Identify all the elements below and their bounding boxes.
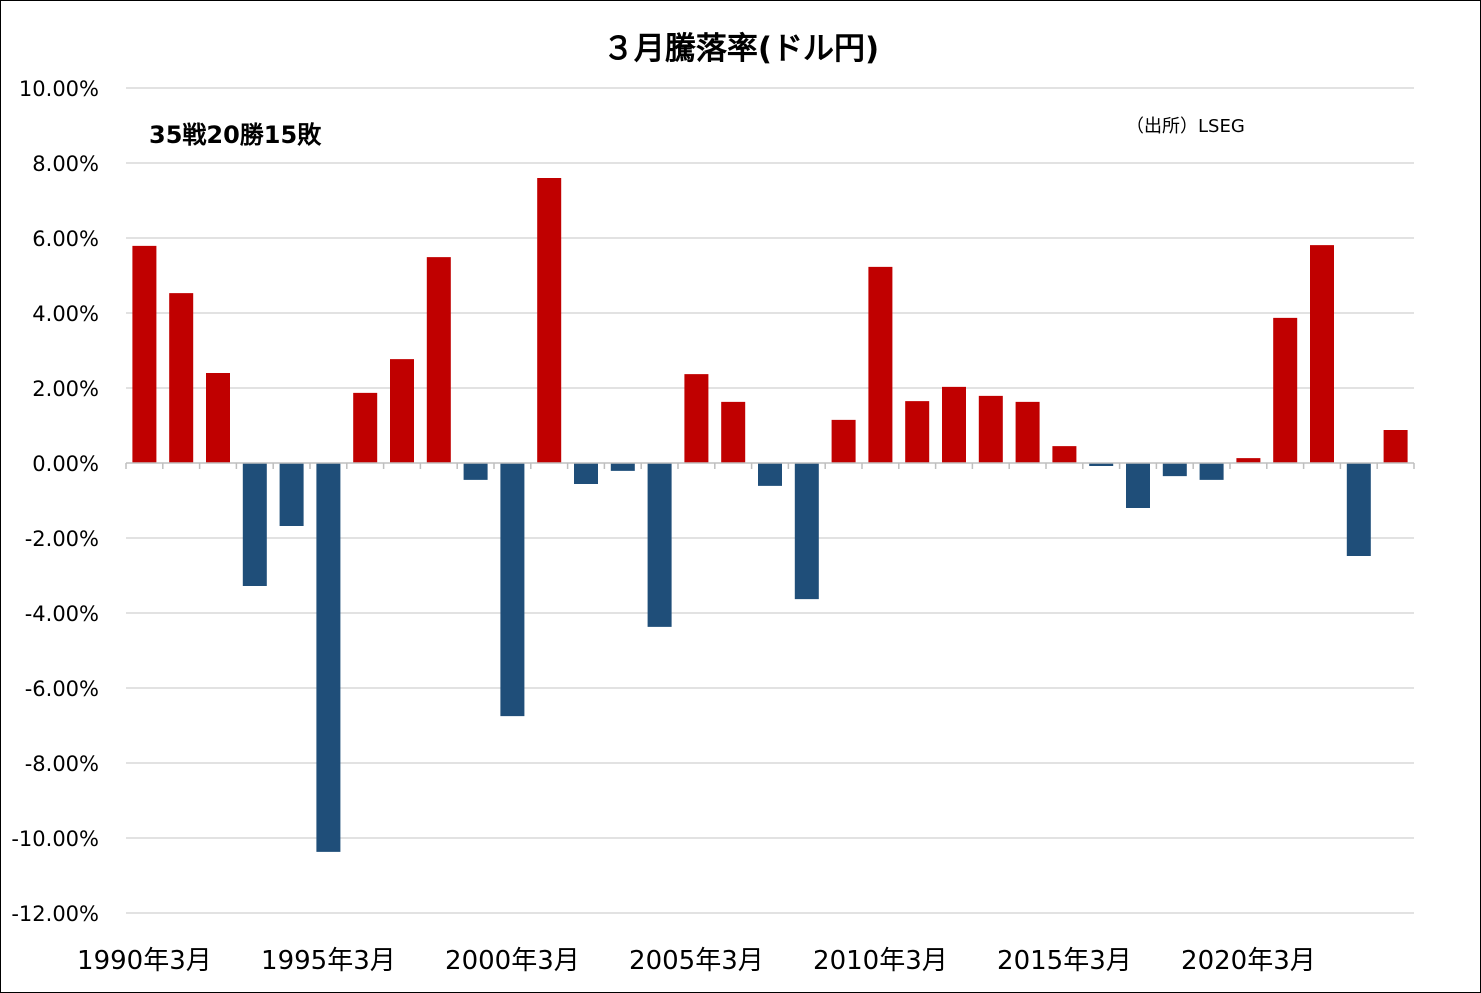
x-tick-label: 2005年3月 — [629, 946, 764, 976]
bar-2010 — [868, 266, 893, 463]
x-tick-label: 2015年3月 — [997, 946, 1132, 976]
bar-2018 — [1162, 463, 1187, 477]
bar-2014 — [1015, 401, 1040, 463]
bar-2012 — [942, 386, 966, 463]
bar-2019 — [1199, 463, 1224, 480]
x-tick-label: 2000年3月 — [445, 946, 580, 976]
record-annotation: 35戦20勝15敗 — [149, 121, 322, 149]
bar-2008 — [794, 463, 819, 600]
y-tick-label: -12.00% — [11, 902, 99, 926]
bar-1993 — [242, 463, 267, 586]
bar-2011 — [905, 401, 930, 463]
bar-2002 — [574, 463, 598, 484]
x-tick-label: 1995年3月 — [261, 946, 396, 976]
bar-2004 — [647, 463, 672, 627]
y-tick-label: 4.00% — [32, 302, 99, 326]
bar-2023 — [1346, 463, 1371, 556]
bar-2020 — [1236, 458, 1261, 463]
bar-2013 — [978, 395, 1003, 463]
y-tick-label: -2.00% — [25, 527, 99, 551]
bar-2003 — [610, 463, 635, 471]
bar-2022 — [1310, 245, 1334, 463]
bar-2024 — [1383, 430, 1408, 463]
bar-1995 — [316, 463, 341, 852]
bar-1996 — [353, 392, 378, 463]
bar-2021 — [1273, 317, 1298, 463]
bar-2007 — [758, 463, 782, 486]
bar-1991 — [169, 293, 194, 463]
bar-1994 — [279, 463, 304, 526]
bar-2000 — [500, 463, 525, 717]
bar-2005 — [684, 374, 709, 463]
bar-1999 — [463, 463, 488, 480]
bar-2017 — [1126, 463, 1150, 508]
y-tick-label: -6.00% — [25, 677, 99, 701]
y-tick-label: -8.00% — [25, 752, 99, 776]
y-tick-label: 2.00% — [32, 377, 99, 401]
y-tick-label: 6.00% — [32, 227, 99, 251]
bar-2015 — [1052, 446, 1077, 463]
bar-1997 — [390, 359, 414, 463]
y-tick-label: 8.00% — [32, 152, 99, 176]
bar-2009 — [831, 419, 856, 463]
y-tick-label: -10.00% — [11, 827, 99, 851]
y-tick-label: 10.00% — [19, 77, 99, 101]
x-tick-label: 2020年3月 — [1181, 946, 1316, 976]
x-tick-label: 1990年3月 — [77, 946, 212, 976]
bar-1992 — [206, 373, 230, 463]
bar-2006 — [721, 401, 746, 463]
bar-2016 — [1089, 463, 1114, 466]
chart-title: ３月騰落率(ドル円) — [603, 31, 879, 67]
bar-1998 — [426, 257, 451, 463]
bar-1990 — [132, 245, 157, 463]
source-annotation: （出所）LSEG — [1126, 116, 1245, 137]
x-tick-label: 2010年3月 — [813, 946, 948, 976]
y-tick-label: -4.00% — [25, 602, 99, 626]
bar-2001 — [537, 178, 562, 463]
y-tick-label: 0.00% — [32, 452, 99, 476]
